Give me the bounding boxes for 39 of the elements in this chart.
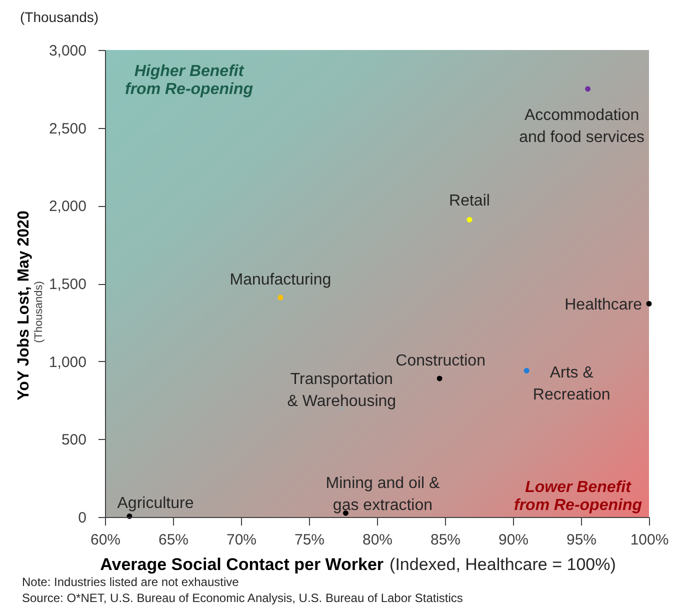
x-tick-label: 100% [630,532,669,548]
x-tick-label: 90% [498,532,529,548]
text: Note: Industries listed are not exhaustive [22,575,240,589]
series-label: Transportation & Warehousing [287,371,396,410]
series-label: Mining and oil & gas extraction [326,475,440,514]
text: (Thousands) [20,9,99,25]
series-label: Agriculture [117,495,194,512]
y-axis-title: YoY Jobs Lost, May 2020 [16,210,32,400]
y-tick-label: 3,000 [48,42,86,60]
series-label: Retail [449,192,490,210]
series-label: Healthcare [564,296,642,314]
y-tick-label: 500 [61,432,86,449]
source-note: Source: O*NET, U.S. Bureau of Economic Analysis, U.S. Bureau of Labor Statistics [22,591,463,605]
series-label: Arts & Recreation [532,364,610,404]
text: Accommodation and food services [519,106,645,146]
series-label: Construction [396,352,486,370]
x-axis-title: Average Social Contact per Worker (Indexed, Healthcare = 100%) [100,555,616,574]
y-tick-label: 2,000 [48,198,86,216]
point [524,368,530,374]
y-tick-label: 1,000 [48,354,86,371]
y-tick-label: 1,500 [48,276,86,293]
x-tick-label: 60% [90,532,121,548]
x-tick-label: 85% [430,532,461,548]
y-tick-label: 2,500 [48,120,86,138]
annotation: Higher Benefit from Re-opening [125,63,254,98]
point [646,301,652,306]
x-tick-label: 75% [294,532,325,548]
text: (Thousands) [33,281,45,343]
annotation: Lower Benefit from Re-opening [514,479,642,514]
series-label: Manufacturing [230,272,332,289]
x-tick-label: 70% [226,532,257,548]
x-tick-label: 65% [158,532,189,548]
point [278,294,284,300]
x-tick-label: 95% [566,532,597,548]
point [585,86,591,92]
point [466,216,472,222]
point [436,376,442,382]
y-tick-label: 0 [78,510,86,526]
x-tick-label: 80% [362,532,393,548]
